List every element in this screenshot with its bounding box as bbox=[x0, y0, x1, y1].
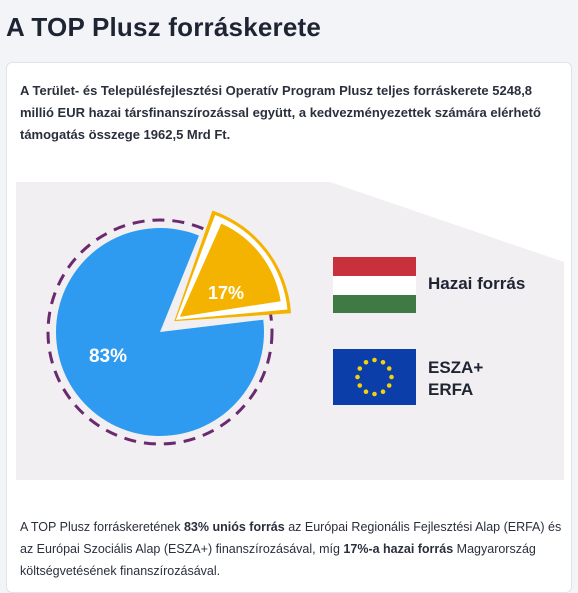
eu-flag-field bbox=[333, 349, 416, 405]
hu-flag-white bbox=[333, 276, 416, 295]
eu-flag-stars bbox=[355, 357, 394, 397]
eu-star-icon bbox=[372, 391, 377, 397]
pie-slice-hazai bbox=[179, 223, 281, 317]
footer-part-2: az Európai Regionális Fejlesztési Alap (… bbox=[20, 520, 562, 556]
eu-star-icon bbox=[386, 366, 392, 371]
dashed-ring bbox=[46, 218, 274, 446]
footer-part-3: Magyarország költségvetésének finanszíro… bbox=[20, 542, 536, 578]
footer-text: A TOP Plusz forráskeretének 83% uniós fo… bbox=[20, 516, 568, 582]
hu-flag-red bbox=[333, 257, 416, 276]
eu-flag-icon bbox=[333, 349, 416, 405]
eu-star-icon bbox=[372, 357, 377, 363]
pie-label-hazai: 17% bbox=[208, 283, 244, 303]
pie-slice-eu bbox=[56, 227, 265, 436]
pie-label-eu: 83% bbox=[89, 346, 127, 367]
footer-bold-hazai: 17%-a hazai forrás bbox=[343, 542, 454, 556]
eu-star-icon bbox=[380, 359, 386, 365]
legend-label-eu-2: ERFA bbox=[428, 380, 474, 399]
hu-flag-green bbox=[333, 295, 416, 313]
eu-star-icon bbox=[363, 359, 369, 365]
eu-star-icon bbox=[389, 374, 394, 380]
footer-bold-eu: 83% uniós forrás bbox=[183, 520, 285, 534]
hungary-flag-icon bbox=[333, 257, 416, 313]
intro-text: A Terület- és Településfejlesztési Opera… bbox=[20, 83, 541, 142]
eu-star-icon bbox=[357, 366, 363, 371]
page-title: A TOP Plusz forráskerete bbox=[6, 12, 322, 42]
eu-star-icon bbox=[355, 374, 360, 380]
eu-star-icon bbox=[386, 383, 392, 388]
eu-star-icon bbox=[380, 389, 386, 395]
footer-part-1: A TOP Plusz forráskeretének bbox=[20, 520, 184, 534]
legend-label-eu-1: ESZA+ bbox=[428, 358, 484, 377]
legend-label-hazai: Hazai forrás bbox=[428, 274, 526, 293]
eu-star-icon bbox=[357, 383, 363, 388]
eu-star-icon bbox=[363, 389, 369, 395]
